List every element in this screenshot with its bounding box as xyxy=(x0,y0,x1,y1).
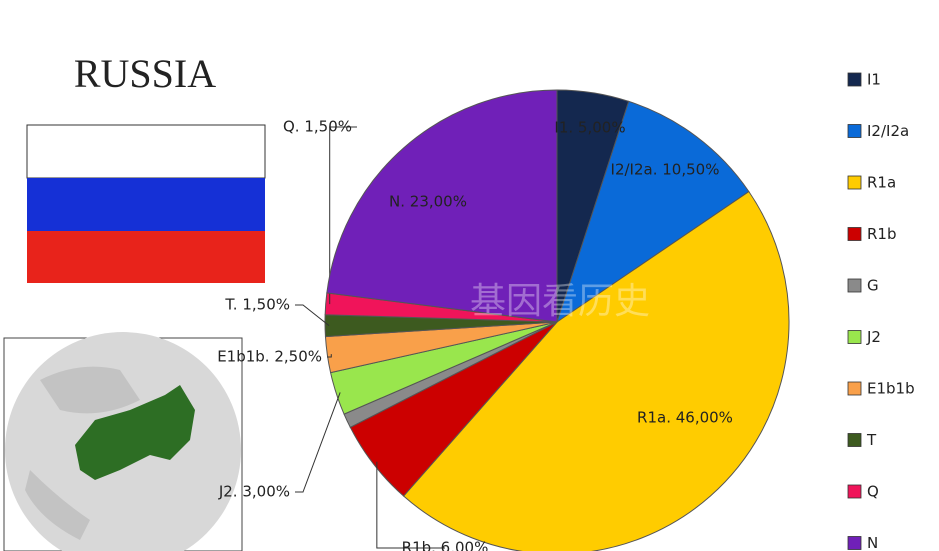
legend-label: T xyxy=(866,431,877,449)
data-label: T. 1,50% xyxy=(224,296,290,314)
pie xyxy=(295,89,790,551)
pie-slice xyxy=(326,89,558,323)
data-label: R1b. 6,00% xyxy=(402,539,489,551)
legend-label: J2 xyxy=(866,328,881,346)
pie-slice xyxy=(556,100,750,324)
legend-swatch xyxy=(847,536,862,550)
legend-swatch xyxy=(847,227,862,241)
leader-line xyxy=(295,392,341,493)
legend-label: R1a xyxy=(867,174,896,192)
data-label: R1a. 46,00% xyxy=(637,409,733,427)
legend-swatch xyxy=(847,381,862,396)
leader-line xyxy=(329,126,357,305)
leader-line xyxy=(376,461,445,549)
globe xyxy=(3,332,243,551)
legend-swatch xyxy=(847,124,862,138)
data-label: I1. 5,00% xyxy=(554,119,625,137)
data-label: N. 23,00% xyxy=(389,193,467,211)
legend-label: G xyxy=(867,277,879,295)
watermark: 基因看历史 xyxy=(470,281,650,322)
data-label: I2/I2a. 10,50% xyxy=(611,161,720,179)
chart-title: RUSSIA xyxy=(74,51,216,96)
data-label: Q. 1,50% xyxy=(283,118,352,136)
data-label: J2. 3,00% xyxy=(218,483,290,501)
legend-swatch xyxy=(847,433,862,447)
data-label: E1b1b. 2,50% xyxy=(217,348,322,366)
legend-swatch xyxy=(847,72,862,87)
legend: I1 I2/I2a R1a R1b G J2 E1b1b T Q N xyxy=(847,71,915,551)
pie-slice xyxy=(402,190,790,551)
leader-line xyxy=(327,354,332,358)
legend-label: I1 xyxy=(867,71,881,89)
legend-label: Q xyxy=(867,483,879,501)
legend-swatch xyxy=(847,175,862,190)
legend-label: I2/I2a xyxy=(867,122,909,140)
legend-label: E1b1b xyxy=(867,380,915,398)
legend-swatch xyxy=(847,278,862,293)
flag xyxy=(26,124,266,283)
legend-swatch xyxy=(847,484,862,499)
leader-line xyxy=(295,304,330,326)
legend-label: N xyxy=(867,534,878,551)
legend-label: R1b xyxy=(867,225,897,243)
legend-swatch xyxy=(847,330,862,344)
